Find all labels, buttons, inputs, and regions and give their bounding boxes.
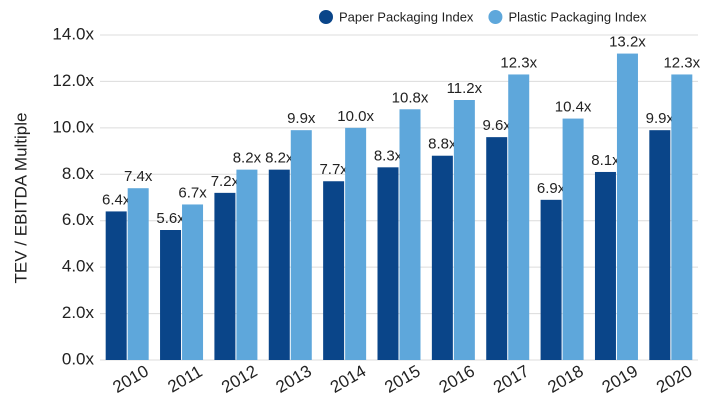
legend-label: Paper Packaging Index [339, 9, 474, 24]
data-label: 5.6x [156, 210, 185, 227]
data-label: 12.3x [663, 54, 700, 71]
x-tick-label: 2011 [164, 362, 205, 397]
data-label: 9.9x [646, 110, 675, 127]
x-tick-label: 2012 [218, 361, 260, 396]
y-tick-label: 12.0x [52, 71, 94, 90]
bar [236, 169, 258, 360]
data-label: 8.2x [265, 150, 294, 167]
bar [290, 130, 312, 360]
bar [649, 130, 671, 360]
data-label: 6.4x [102, 191, 131, 208]
x-tick-label: 2014 [327, 361, 369, 396]
legend-marker [488, 10, 503, 24]
data-label: 10.8x [392, 89, 429, 106]
data-label: 6.9x [537, 180, 566, 197]
data-label: 8.3x [374, 147, 403, 164]
data-label: 12.3x [500, 54, 537, 71]
bar [616, 53, 638, 360]
bar [127, 188, 149, 360]
x-tick-label: 2018 [544, 361, 586, 396]
y-tick-label: 6.0x [62, 210, 95, 229]
bar [345, 127, 367, 360]
y-tick-label: 2.0x [62, 303, 95, 322]
x-tick-label: 2020 [653, 361, 695, 396]
bar [562, 118, 584, 360]
bar [508, 74, 530, 360]
bar [486, 137, 508, 360]
x-tick-label: 2015 [381, 361, 423, 396]
bar [105, 211, 127, 360]
data-label: 6.7x [178, 184, 207, 201]
bar [540, 199, 562, 360]
data-label: 9.9x [287, 110, 316, 127]
x-tick-label: 2013 [273, 361, 315, 396]
x-tick-label: 2016 [436, 361, 478, 396]
bar [160, 230, 182, 360]
x-tick-label: 2019 [599, 361, 641, 396]
y-tick-label: 0.0x [62, 349, 95, 368]
data-label: 9.6x [483, 117, 512, 134]
data-label: 13.2x [609, 34, 646, 51]
y-tick-label: 8.0x [62, 164, 95, 183]
bar [453, 100, 475, 360]
data-label: 7.2x [211, 173, 240, 190]
x-tick-label: 2010 [110, 361, 152, 396]
bar [399, 109, 421, 361]
bar [268, 169, 290, 360]
bar [671, 74, 693, 360]
data-label: 8.8x [428, 136, 457, 153]
bar [323, 181, 345, 360]
data-label: 7.4x [124, 168, 153, 185]
bar [182, 204, 204, 360]
data-label: 11.2x [447, 80, 483, 97]
data-label: 10.0x [337, 108, 374, 125]
data-label: 8.2x [233, 150, 262, 167]
bar [431, 155, 453, 360]
x-tick-label: 2017 [490, 361, 532, 396]
legend-label: Plastic Packaging Index [508, 9, 647, 24]
bar [214, 192, 236, 360]
data-label: 8.1x [591, 152, 620, 169]
y-tick-label: 4.0x [62, 257, 95, 276]
legend-marker [319, 10, 333, 24]
y-tick-label: 10.0x [52, 117, 94, 136]
y-axis-label: TEV / EBITDA Multiple [11, 113, 30, 284]
data-label: 7.7x [319, 161, 348, 178]
data-label: 10.4x [555, 99, 592, 116]
y-tick-label: 14.0x [52, 24, 94, 43]
bar [377, 167, 399, 360]
bar [594, 171, 616, 360]
